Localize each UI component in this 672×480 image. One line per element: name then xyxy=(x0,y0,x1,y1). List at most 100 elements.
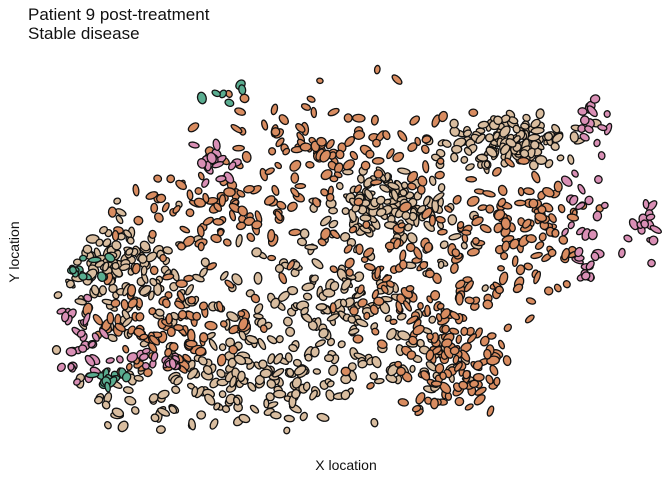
cell-point xyxy=(237,310,246,318)
cell-point xyxy=(319,149,331,163)
cell-point xyxy=(314,339,326,348)
cell-point xyxy=(483,348,492,360)
cell-point xyxy=(542,186,555,198)
cell-point xyxy=(268,147,277,156)
cell-point xyxy=(185,339,198,348)
cell-point xyxy=(640,219,650,229)
cell-point xyxy=(191,386,199,398)
cell-point xyxy=(357,298,368,308)
cell-point xyxy=(299,411,308,422)
cell-point xyxy=(392,151,405,163)
cell-point xyxy=(409,364,416,373)
cell-point xyxy=(436,157,445,165)
cell-point xyxy=(618,247,626,259)
cell-point xyxy=(584,125,594,134)
cell-point xyxy=(185,284,194,296)
cell-point xyxy=(273,353,284,365)
cell-point xyxy=(557,203,566,214)
cell-point xyxy=(82,244,93,254)
cell-point xyxy=(412,324,425,336)
cell-point xyxy=(216,353,227,367)
cell-point xyxy=(386,148,395,160)
cell-point xyxy=(623,234,633,243)
cell-point xyxy=(577,183,586,195)
cell-point xyxy=(493,209,506,221)
cell-point xyxy=(168,405,178,415)
cell-point xyxy=(339,232,351,242)
cell-point xyxy=(439,240,449,250)
cell-point xyxy=(284,352,293,363)
cell-point xyxy=(168,358,177,370)
cell-point xyxy=(525,234,537,244)
cell-point xyxy=(228,344,239,355)
cell-point xyxy=(574,246,584,258)
cell-point xyxy=(289,159,302,172)
cell-point xyxy=(450,152,459,163)
cell-point xyxy=(176,242,186,251)
cell-point xyxy=(264,167,275,176)
cell-point xyxy=(370,418,379,428)
cell-point xyxy=(375,207,387,217)
cell-point xyxy=(275,335,284,344)
cell-point xyxy=(375,195,386,205)
cell-point xyxy=(420,144,430,155)
cell-point xyxy=(424,269,435,279)
cell-point xyxy=(111,229,120,242)
cell-point xyxy=(116,355,124,364)
cell-point xyxy=(282,316,293,327)
cell-point xyxy=(362,247,375,258)
cell-point xyxy=(430,380,442,387)
cell-point xyxy=(543,286,554,296)
cell-point xyxy=(452,194,462,205)
cell-point xyxy=(463,146,473,156)
cell-point xyxy=(371,327,380,336)
cell-point xyxy=(126,352,139,363)
cell-point xyxy=(291,388,301,400)
cell-point xyxy=(448,233,462,241)
cell-point xyxy=(223,187,236,197)
cell-point xyxy=(145,191,159,200)
cell-point xyxy=(131,406,140,415)
cell-point xyxy=(188,141,200,149)
cell-point xyxy=(473,394,486,406)
cell-point xyxy=(455,279,466,290)
cell-point xyxy=(567,221,575,230)
cell-point xyxy=(551,123,561,134)
cell-point xyxy=(357,359,368,369)
cell-point xyxy=(569,194,579,206)
cell-point xyxy=(465,163,475,171)
cell-point xyxy=(464,403,474,411)
cell-point xyxy=(556,154,565,162)
cell-point xyxy=(140,265,148,276)
cell-point xyxy=(267,228,276,243)
cell-point xyxy=(523,262,534,271)
cell-point xyxy=(310,106,318,119)
cell-point xyxy=(286,259,295,271)
cell-point xyxy=(593,138,601,148)
cell-point xyxy=(522,218,532,229)
cell-point xyxy=(406,315,419,325)
cell-point xyxy=(512,283,524,294)
cell-point xyxy=(286,367,295,378)
cell-point xyxy=(353,197,364,207)
cell-point xyxy=(405,285,415,293)
cell-point xyxy=(197,241,205,252)
cell-point xyxy=(380,284,389,294)
cell-point xyxy=(247,381,257,392)
cell-point xyxy=(131,262,141,275)
cell-point xyxy=(283,426,291,435)
cell-point xyxy=(179,225,191,234)
cell-point xyxy=(315,303,328,311)
cell-point xyxy=(194,187,203,195)
cell-point xyxy=(173,376,183,386)
cell-point xyxy=(219,270,229,281)
cell-point xyxy=(235,234,243,248)
cell-point xyxy=(399,259,408,270)
cell-point xyxy=(139,240,151,252)
cell-point xyxy=(117,420,129,433)
cell-point xyxy=(405,242,416,253)
cell-point xyxy=(587,229,598,241)
cell-point xyxy=(82,312,91,326)
cell-point xyxy=(465,176,478,183)
cell-point xyxy=(514,199,527,207)
